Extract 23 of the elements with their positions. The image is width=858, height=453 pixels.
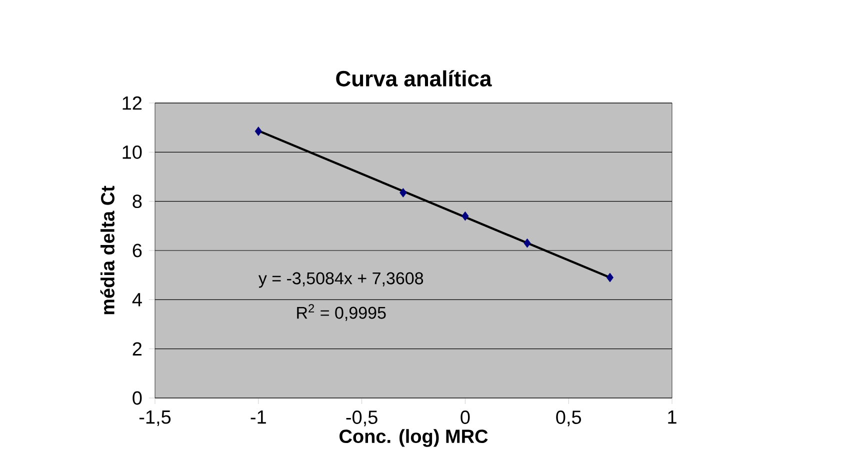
x-tick-label: -0,5 (346, 410, 378, 426)
x-tick-label: -1,5 (139, 410, 171, 426)
point (254, 126, 262, 136)
y-tick-label: 0 (132, 391, 142, 405)
x-tick-label: 1 (668, 410, 676, 424)
x-tick-label: 0,5 (556, 410, 582, 426)
x-tick-label: 0 (460, 410, 470, 424)
y-tick-label: 4 (132, 293, 142, 306)
y-tick-label: 10 (122, 145, 142, 159)
annotation: R$^{2}$ = 0,9995 (297, 304, 386, 321)
y-tick-label: 12 (122, 96, 142, 110)
x-tick-label: -1 (250, 410, 266, 424)
point (400, 188, 407, 198)
y-axis-title: média delta Ct (100, 186, 114, 314)
point (606, 272, 614, 282)
annotation: y = -3,5084x + 7,3608 (258, 272, 424, 288)
point (524, 238, 531, 248)
y-tick-label: 8 (132, 194, 142, 208)
x-axis-title: Conc. (log) MRC (340, 428, 488, 447)
y-tick-label: 6 (132, 244, 142, 258)
y-tick-label: 2 (132, 342, 142, 356)
point (462, 211, 469, 221)
chart-title: Curva analítica (336, 70, 492, 86)
